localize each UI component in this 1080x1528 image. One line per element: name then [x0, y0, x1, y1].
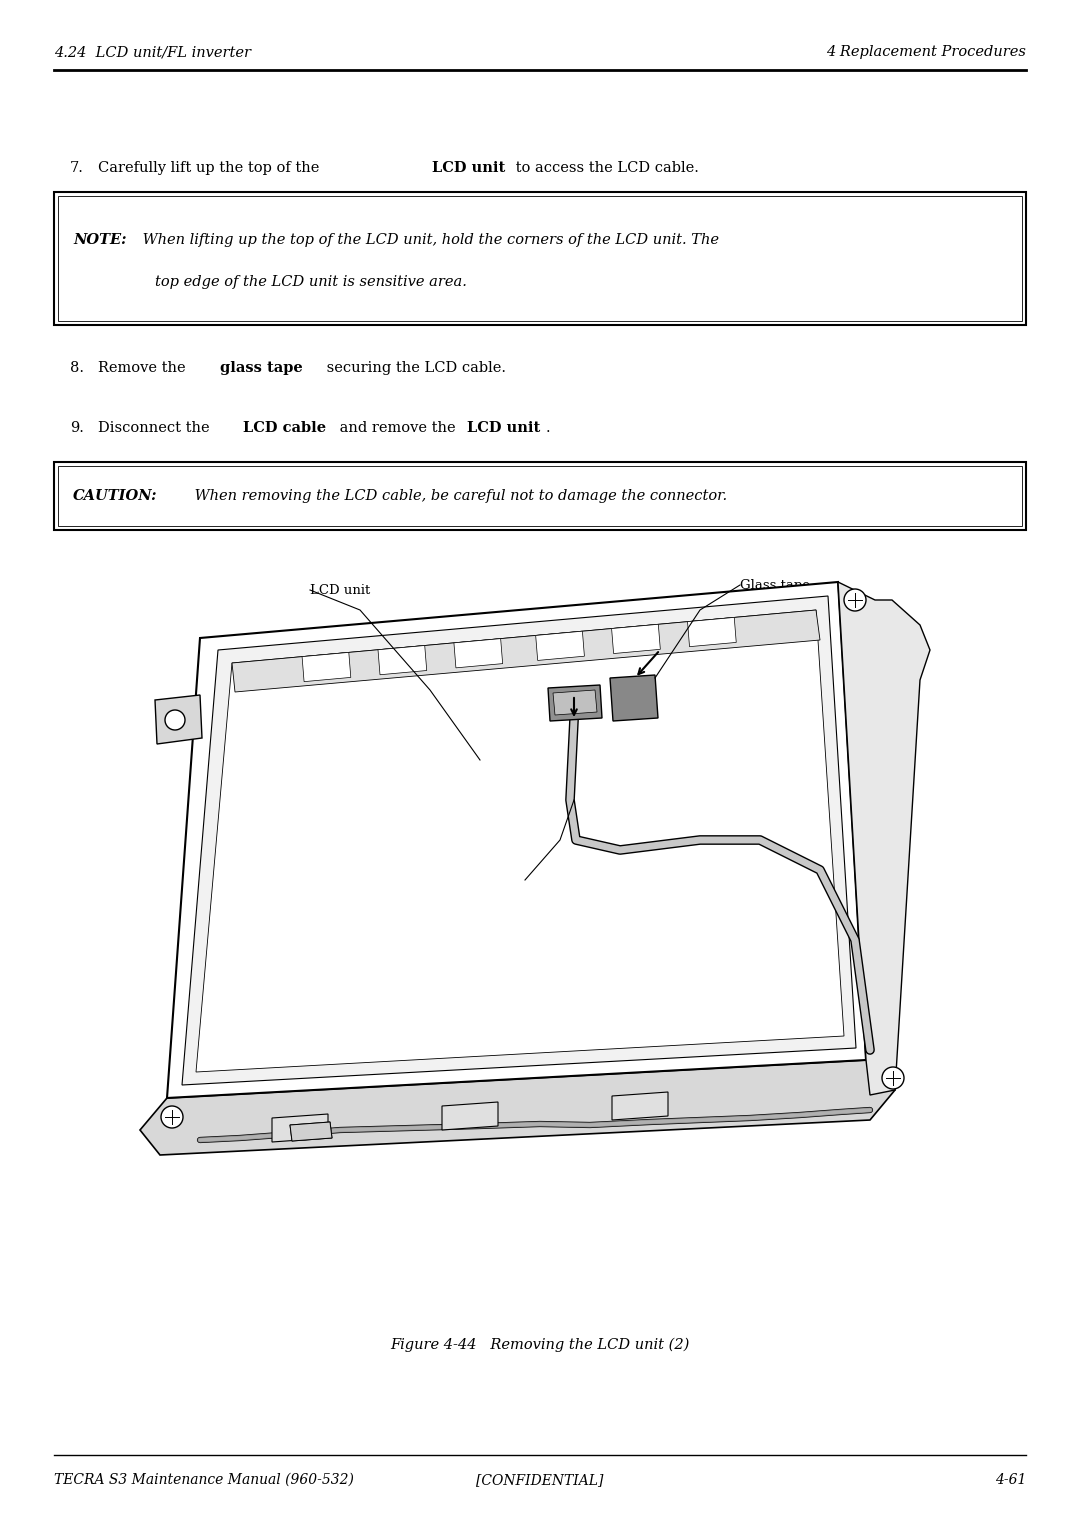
Text: [CONFIDENTIAL]: [CONFIDENTIAL] [476, 1473, 604, 1487]
Text: LCD cable: LCD cable [243, 422, 326, 435]
Text: .: . [546, 422, 551, 435]
Text: CAUTION:: CAUTION: [73, 489, 158, 503]
Circle shape [882, 1067, 904, 1089]
Text: 8.: 8. [70, 361, 84, 374]
Text: LCD unit: LCD unit [310, 584, 370, 596]
Polygon shape [183, 596, 856, 1085]
Polygon shape [302, 652, 351, 681]
Text: 9.: 9. [70, 422, 84, 435]
Text: Carefully lift up the top of the: Carefully lift up the top of the [98, 160, 324, 176]
Polygon shape [195, 610, 843, 1073]
Polygon shape [454, 639, 502, 668]
Circle shape [165, 711, 185, 730]
Polygon shape [838, 582, 930, 1096]
Text: 4.24  LCD unit/FL inverter: 4.24 LCD unit/FL inverter [54, 44, 251, 60]
Polygon shape [156, 695, 202, 744]
Text: 4 Replacement Procedures: 4 Replacement Procedures [826, 44, 1026, 60]
Text: to access the LCD cable.: to access the LCD cable. [511, 160, 699, 176]
Text: top edge of the LCD unit is sensitive area.: top edge of the LCD unit is sensitive ar… [156, 275, 467, 289]
Text: Disconnect the: Disconnect the [98, 422, 214, 435]
Polygon shape [232, 610, 820, 692]
Text: When removing the LCD cable, be careful not to damage the connector.: When removing the LCD cable, be careful … [190, 489, 727, 503]
Polygon shape [553, 691, 597, 715]
Text: securing the LCD cable.: securing the LCD cable. [322, 361, 507, 374]
Text: 7.: 7. [70, 160, 84, 176]
Circle shape [161, 1106, 183, 1128]
Text: glass tape: glass tape [220, 361, 302, 374]
Circle shape [843, 588, 866, 611]
Text: LCD unit: LCD unit [467, 422, 540, 435]
Text: 4-61: 4-61 [995, 1473, 1026, 1487]
Text: NOTE:: NOTE: [73, 232, 126, 248]
Text: LCD unit: LCD unit [432, 160, 505, 176]
Text: LCD cable: LCD cable [440, 874, 510, 886]
Polygon shape [378, 645, 427, 675]
Polygon shape [291, 1122, 332, 1141]
FancyBboxPatch shape [54, 461, 1026, 530]
Text: Figure 4-44   Removing the LCD unit (2): Figure 4-44 Removing the LCD unit (2) [390, 1339, 690, 1352]
Polygon shape [688, 617, 737, 646]
Polygon shape [610, 675, 658, 721]
Text: Glass tape: Glass tape [740, 579, 810, 591]
FancyBboxPatch shape [54, 193, 1026, 325]
Polygon shape [291, 1122, 332, 1141]
Polygon shape [272, 1114, 328, 1141]
Polygon shape [611, 625, 660, 654]
Text: and remove the: and remove the [335, 422, 460, 435]
Text: When lifting up the top of the LCD unit, hold the corners of the LCD unit. The: When lifting up the top of the LCD unit,… [138, 232, 719, 248]
Text: Remove the: Remove the [98, 361, 190, 374]
Polygon shape [612, 1093, 669, 1120]
Polygon shape [140, 1060, 895, 1155]
Polygon shape [536, 631, 584, 660]
Polygon shape [442, 1102, 498, 1131]
Polygon shape [167, 582, 866, 1099]
Polygon shape [548, 685, 602, 721]
Text: TECRA S3 Maintenance Manual (960-532): TECRA S3 Maintenance Manual (960-532) [54, 1473, 354, 1487]
